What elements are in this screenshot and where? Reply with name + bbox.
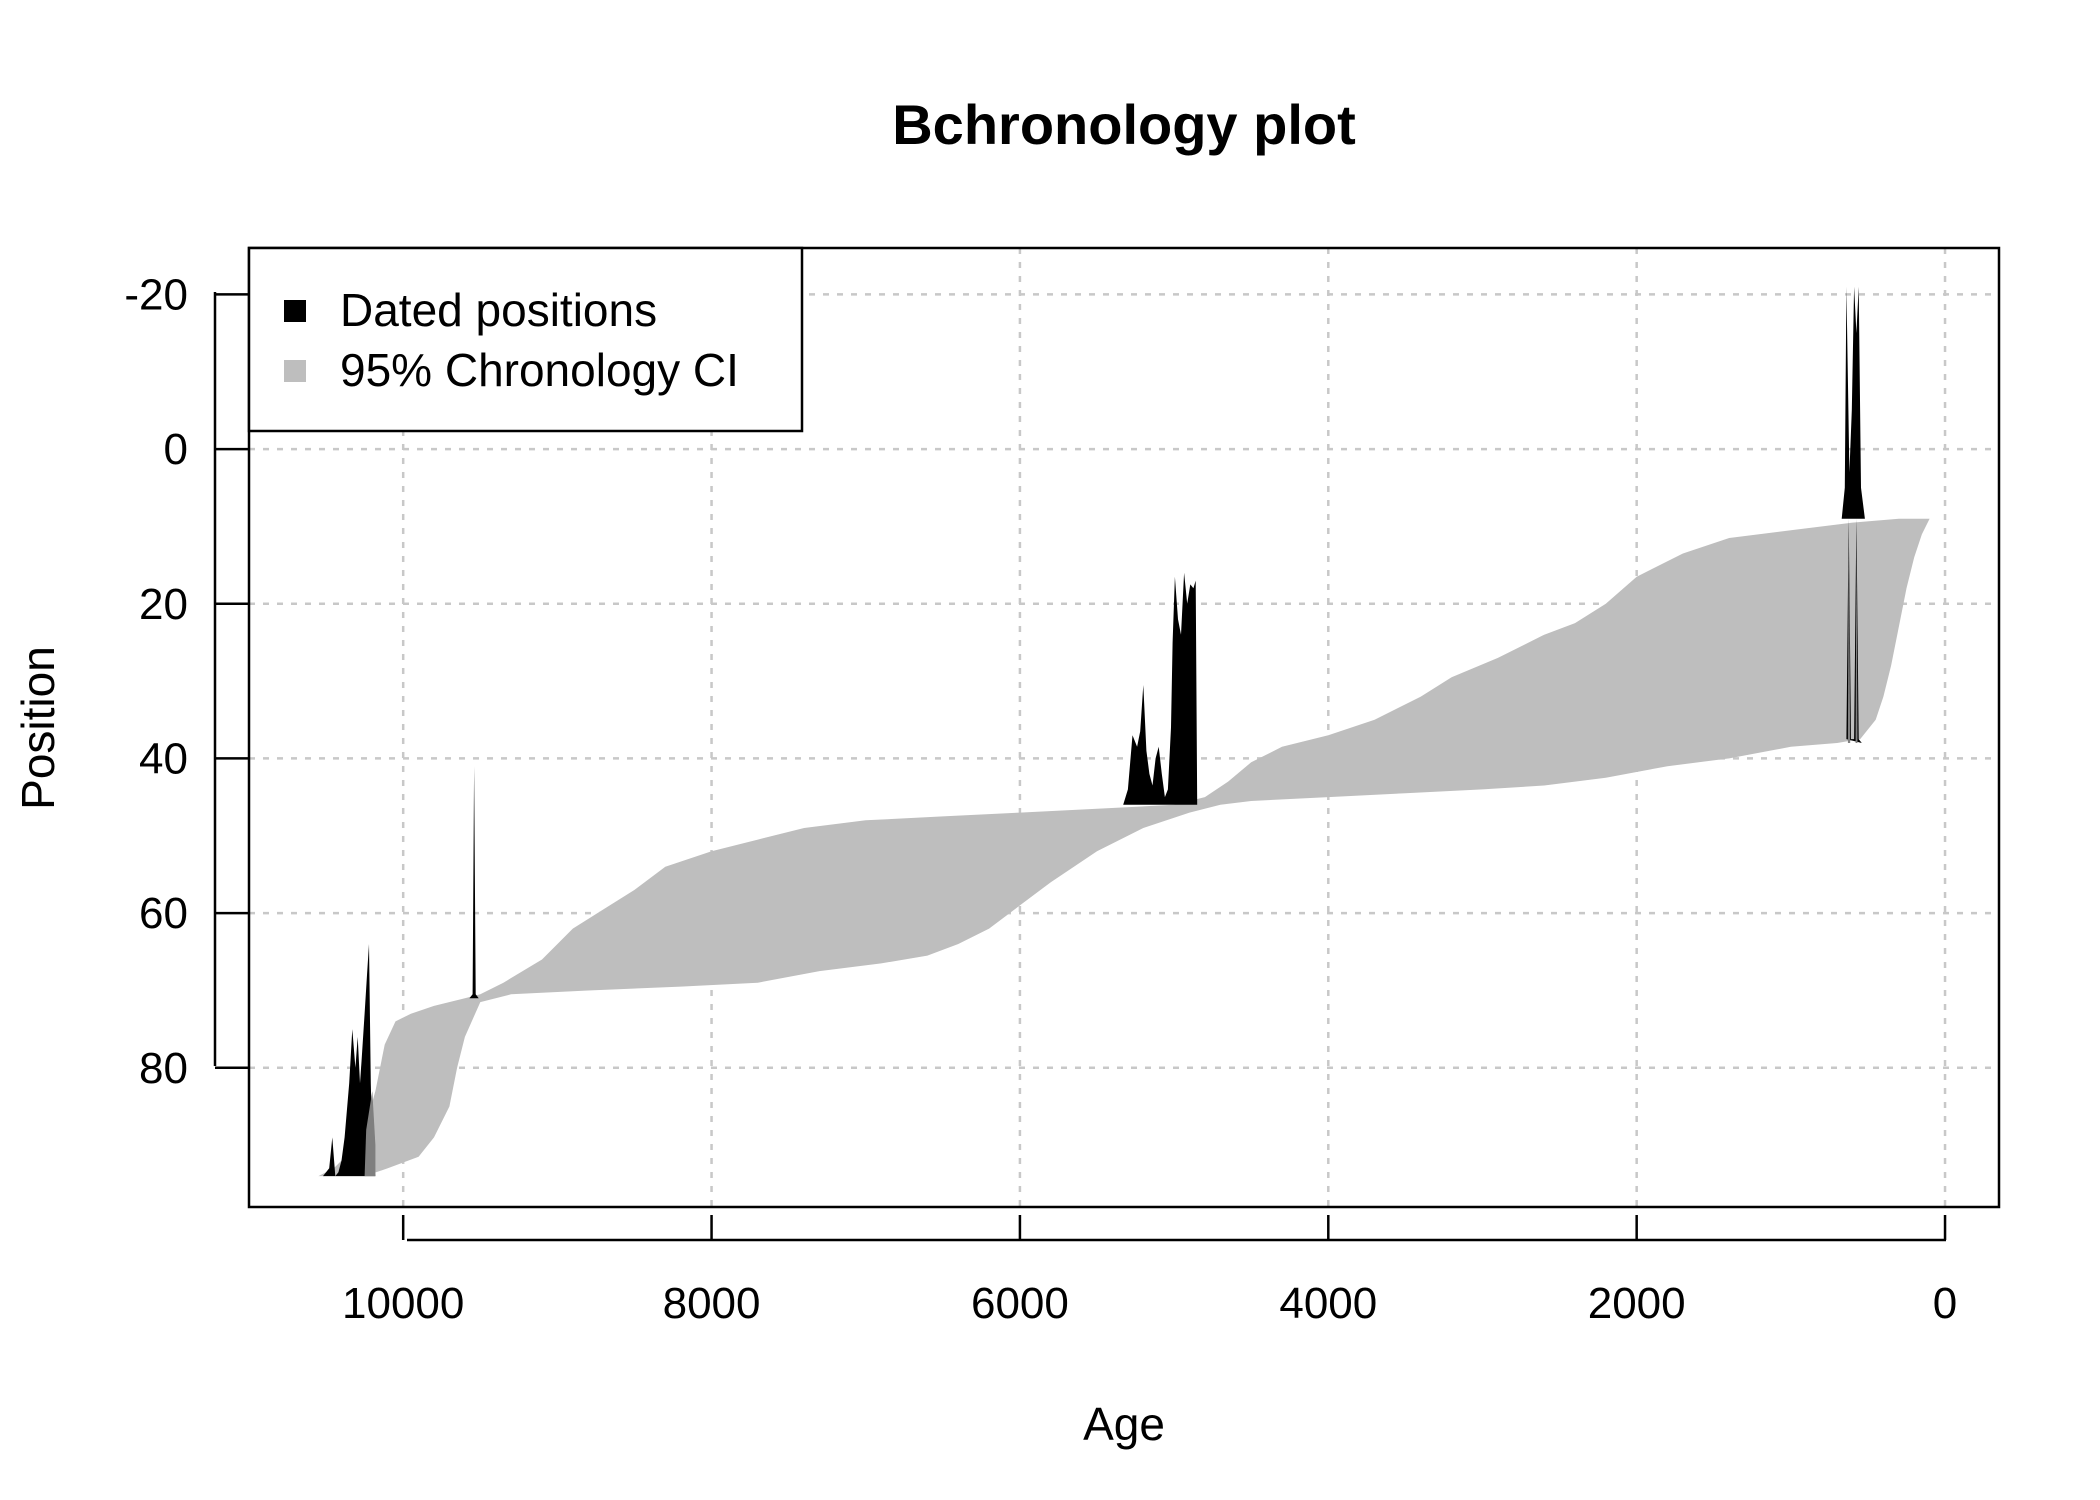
dated-position-density-2 bbox=[469, 766, 479, 999]
x-tick-label: 2000 bbox=[1588, 1279, 1686, 1328]
y-tick-label: 0 bbox=[164, 425, 188, 474]
x-tick-label: 8000 bbox=[663, 1279, 761, 1328]
legend-swatch-dated bbox=[284, 300, 306, 322]
x-axis-label: Age bbox=[1083, 1398, 1165, 1450]
y-tick-label: 20 bbox=[139, 580, 188, 629]
x-tick-label: 0 bbox=[1933, 1279, 1957, 1328]
y-tick-label: -20 bbox=[124, 270, 188, 319]
x-tick-label: 6000 bbox=[971, 1279, 1069, 1328]
dated-position-density-4 bbox=[1841, 286, 1865, 519]
overlap-region-2 bbox=[1847, 526, 1851, 743]
dated-position-density-5 bbox=[1846, 518, 1862, 743]
chronology-ci-band bbox=[318, 518, 1930, 1177]
ci-band-polygon bbox=[318, 518, 1930, 1177]
dated-position-density-3 bbox=[1123, 572, 1198, 805]
plot-frame bbox=[247, 246, 2001, 1209]
y-tick-label: 60 bbox=[139, 889, 188, 938]
legend-box bbox=[247, 246, 804, 433]
x-axis: 10000 8000 6000 4000 2000 0 bbox=[342, 1215, 1957, 1328]
dated-positions-densities bbox=[323, 286, 1865, 1177]
overlap-region-1 bbox=[364, 1091, 376, 1177]
dated-position-density-1 bbox=[323, 944, 376, 1177]
overlap-region-3 bbox=[1855, 526, 1858, 743]
chart-title: Bchronology plot bbox=[892, 93, 1356, 156]
y-tick-label: 40 bbox=[139, 734, 188, 783]
legend-label-ci: 95% Chronology CI bbox=[340, 344, 739, 396]
y-axis: -20 0 20 40 60 80 bbox=[124, 270, 249, 1093]
legend-swatch-ci bbox=[284, 360, 306, 382]
legend-label-dated: Dated positions bbox=[340, 284, 657, 336]
dated-ci-overlap bbox=[364, 526, 1858, 1177]
x-tick-label: 4000 bbox=[1279, 1279, 1377, 1328]
x-tick-label: 10000 bbox=[342, 1279, 464, 1328]
y-axis-label: Position bbox=[12, 646, 64, 810]
y-tick-label: 80 bbox=[139, 1044, 188, 1093]
legend: Dated positions 95% Chronology CI bbox=[247, 246, 804, 433]
